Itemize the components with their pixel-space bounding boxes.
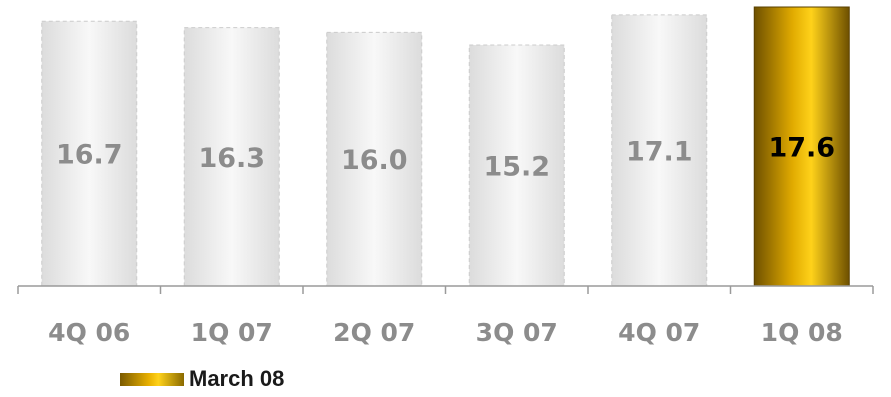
bar-value-label: 17.1 (626, 136, 693, 167)
bar (468, 44, 565, 287)
bar-value-label: 16.7 (56, 140, 123, 171)
x-tick-label: 3Q 07 (476, 318, 558, 347)
bars-layer (41, 6, 850, 287)
bar-value-label: 16.3 (198, 143, 265, 174)
bar (41, 20, 138, 287)
x-tick-label: 1Q 08 (761, 318, 843, 347)
x-tick-label: 4Q 06 (48, 318, 130, 347)
bar (326, 31, 423, 287)
legend: March 08 (120, 366, 284, 392)
legend-swatch (120, 372, 184, 386)
x-tick-label: 2Q 07 (333, 318, 415, 347)
x-tick-label: 1Q 07 (191, 318, 273, 347)
bar (183, 27, 280, 287)
x-ticks-layer (17, 286, 874, 294)
x-tick-label: 4Q 07 (618, 318, 700, 347)
legend-label: March 08 (189, 366, 285, 391)
labels-layer: 16.7 4Q 06 16.3 1Q 07 16.0 2Q 07 15.2 3Q 07 17.1… (48, 133, 843, 348)
bar-value-label: 16.0 (341, 145, 408, 176)
bar-value-label: 15.2 (483, 152, 550, 183)
bar-value-label: 17.6 (768, 133, 835, 164)
